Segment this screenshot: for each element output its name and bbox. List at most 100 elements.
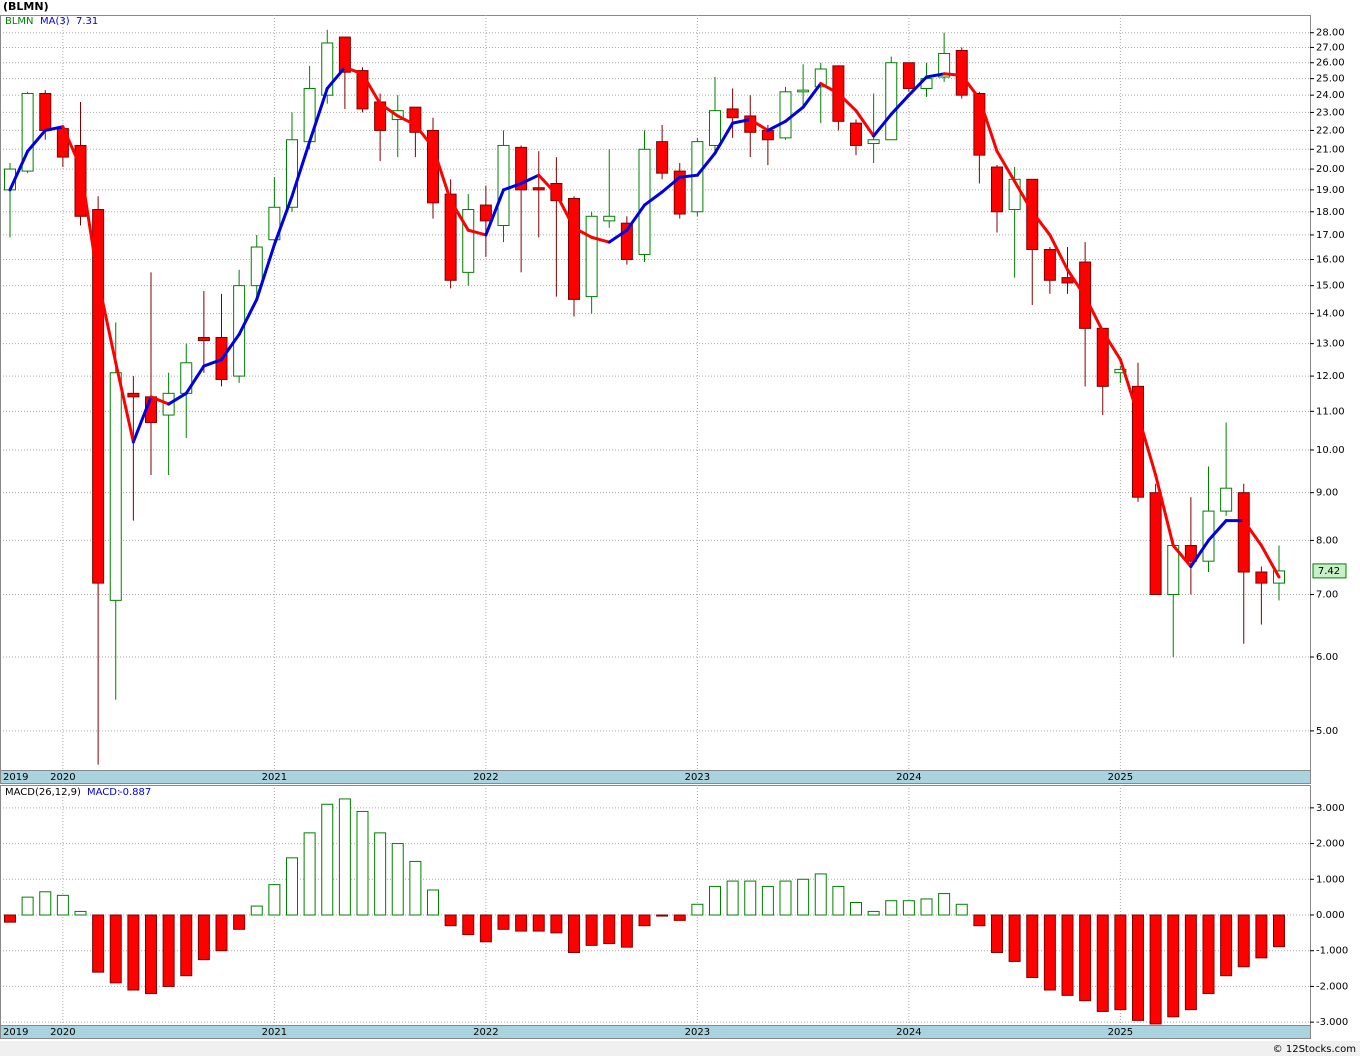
ma-line [149,395,171,406]
ma-line [484,188,505,237]
macd-bar [21,896,34,916]
macd-bar [409,860,422,916]
chart-title: (BLMN) [3,0,49,13]
candle-body [1114,368,1127,374]
macd-bar [444,914,457,927]
macd-bar [215,914,228,952]
x-tick-label: 2023 [685,1027,710,1038]
ma-line [1030,210,1052,237]
legend-ma-value: 7.31 [76,16,98,27]
candle-body [585,215,598,298]
macd-bar [109,914,122,984]
macd-bar [1096,914,1109,1012]
ma-line [1048,233,1069,272]
candle-body [1167,545,1180,596]
x-tick-label: 2021 [262,772,287,783]
candle-body [479,204,492,222]
macd-bar [673,914,686,921]
macd-bar [250,905,263,916]
ma-line [184,364,206,395]
y-tick-label: 24.00 [1316,90,1345,101]
candle-body [973,92,986,156]
macd-bar [603,914,616,945]
ma-line [537,173,558,196]
y-tick-label: 2.000 [1316,839,1345,850]
ma-line [167,391,188,406]
candle-body [938,52,951,78]
ma-line [255,243,276,301]
candle-body [603,215,616,222]
x-tick-label: 2025 [1108,1027,1133,1038]
y-tick-label: 3.000 [1316,803,1345,814]
y-tick-label: 19.00 [1316,185,1345,196]
macd-bar [585,914,598,946]
macd-bar [268,884,281,916]
macd-bar [797,878,810,916]
ma-line [625,203,646,232]
ma-line [1083,295,1105,333]
candle-body [991,166,1003,213]
candle-body [779,91,792,139]
macd-bar [1149,914,1162,1025]
ma-line [202,358,223,368]
macd-bar [938,893,951,916]
candle-body [409,106,422,133]
x-tick-label: 2020 [50,1027,75,1038]
candle-body [286,139,298,208]
ma-line [378,102,400,118]
ma-line [960,73,981,101]
x-tick-label: 2022 [473,772,498,783]
candle-body [850,122,862,146]
ma-line [1189,538,1210,569]
macd-bar [515,914,528,932]
macd-bar [550,914,563,934]
candle-body [462,209,475,273]
ma-line [519,173,541,186]
ma-line [431,145,453,203]
ma-line [731,118,752,125]
candle-body [656,141,669,174]
macd-bar [656,914,669,917]
ma-line [8,149,30,192]
x-tick-label: 2023 [685,772,710,783]
candle-body [1132,385,1144,498]
ma-line [1013,179,1034,214]
ma-line [343,65,364,76]
macd-bar [462,914,475,936]
x-tick-label: 2025 [1108,772,1133,783]
ma-line [660,175,682,194]
macd-bar [726,880,739,916]
x-tick-label: 2019 [3,1027,28,1038]
candle-body [814,68,827,88]
ma-line [554,192,576,230]
last-price-label: 7.42 [1318,566,1340,577]
macd-bar [1114,914,1127,1011]
macd-bar [902,900,915,916]
candle-body [885,62,898,141]
macd-title: MACD(26,12,9) [5,787,81,798]
macd-bar [74,910,87,916]
ma-line [237,297,259,336]
ma-line [79,165,100,282]
y-tick-label: -1.000 [1316,946,1348,957]
ma-line [977,97,999,153]
candle-body [1043,248,1056,281]
macd-bar [1061,914,1074,996]
candle-body [902,62,915,89]
legend-ma: MA(3) [40,16,70,27]
ma-line [290,140,312,198]
ma-line [413,123,435,149]
y-tick-label: 27.00 [1316,42,1345,53]
candle-body [797,89,810,93]
macd-bar [832,885,845,916]
macd-bar [145,914,157,995]
ma-line [220,332,241,362]
macd-bar [1255,914,1268,959]
macd-bar [338,798,351,916]
ma-line [114,361,135,444]
macd-bar [374,832,387,916]
macd-bar [1202,914,1215,995]
macd-bar [991,914,1003,953]
macd-bar [1273,914,1285,948]
